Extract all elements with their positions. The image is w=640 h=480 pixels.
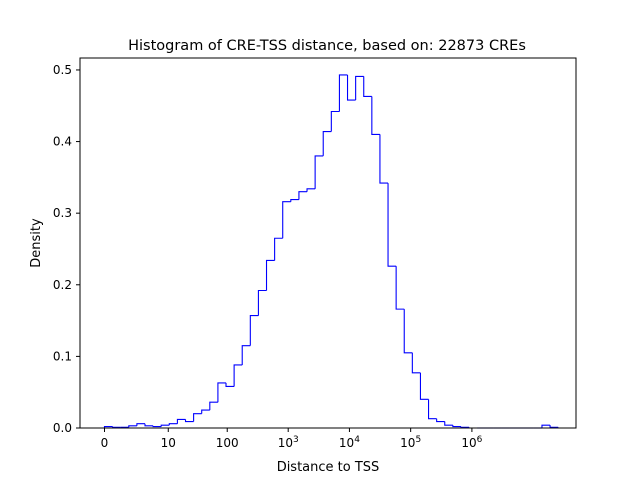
x-axis-label: Distance to TSS [277, 460, 380, 475]
y-axis-label: Density [29, 218, 44, 268]
x-tick-label: 104 [339, 435, 360, 450]
histogram-bin [112, 426, 121, 428]
histogram-bin [298, 191, 308, 200]
histogram-bin [541, 424, 551, 428]
y-tick-label: 0.3 [53, 206, 72, 220]
plot-area [103, 74, 559, 429]
x-tick-label: 103 [278, 435, 299, 450]
y-tick-label: 0.1 [53, 349, 72, 363]
histogram-bin [136, 423, 145, 426]
histogram-bin [428, 399, 437, 420]
histogram-bin [217, 382, 227, 403]
histogram-bin [257, 289, 267, 316]
histogram-bin [436, 418, 445, 423]
y-axis: 0.0 0.1 0.2 0.3 0.4 0.5 [53, 63, 80, 435]
x-tick-label: 106 [461, 435, 482, 450]
histogram-bin [363, 76, 372, 97]
histogram-bin [306, 188, 316, 192]
histogram-bin [282, 201, 291, 239]
histogram-bin [176, 418, 186, 424]
histogram-bin [322, 130, 332, 156]
histogram-bin [290, 199, 299, 202]
histogram-bin [355, 75, 364, 101]
histogram-bin [209, 401, 218, 411]
histogram-bin [233, 364, 243, 387]
histogram-bin [249, 315, 259, 346]
histogram-bin [152, 425, 162, 428]
y-tick-label: 0.5 [53, 63, 72, 77]
histogram-bin [265, 259, 275, 291]
histogram-bin [403, 309, 413, 354]
histogram-bin [338, 74, 348, 112]
histogram-bin [330, 110, 340, 132]
y-tick-label: 0.4 [53, 135, 72, 149]
histogram-bin [160, 424, 170, 427]
y-tick-label: 0.2 [53, 278, 72, 292]
x-tick-label: 10 [161, 436, 176, 450]
histogram-bin [201, 409, 210, 414]
histogram-bin [444, 421, 453, 426]
histogram-bin [452, 425, 461, 428]
histogram-bin [274, 237, 283, 261]
histogram-bin [241, 345, 251, 365]
histogram-bin [193, 413, 202, 422]
histogram-bin [346, 74, 356, 101]
histogram-bin [460, 426, 470, 428]
x-axis: 0 10 100 103 104 105 106 [101, 428, 483, 450]
x-tick-label: 0 [101, 436, 109, 450]
histogram-bin [144, 423, 154, 427]
plot-frame [79, 57, 577, 429]
histogram-bin [184, 419, 194, 423]
histogram-bin [419, 372, 429, 400]
histogram-bin [371, 96, 380, 135]
histogram-bin [168, 423, 178, 426]
chart-title: Histogram of CRE-TSS distance, based on:… [128, 38, 526, 54]
x-tick-label: 105 [400, 435, 421, 450]
histogram-bin [387, 183, 397, 267]
histogram-bin [225, 382, 235, 388]
y-tick-label: 0.0 [53, 421, 72, 435]
x-tick-label: 100 [216, 436, 239, 450]
histogram-bin [395, 266, 405, 310]
histogram-bin [549, 425, 559, 428]
histogram-bin [379, 134, 389, 184]
histogram-bin [314, 155, 324, 189]
histogram-bin [128, 425, 137, 428]
histogram-bin [411, 352, 421, 374]
